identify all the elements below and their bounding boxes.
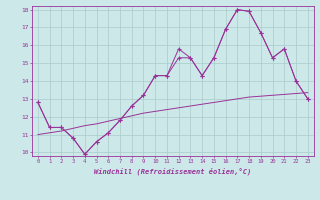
X-axis label: Windchill (Refroidissement éolien,°C): Windchill (Refroidissement éolien,°C) [94,167,252,175]
